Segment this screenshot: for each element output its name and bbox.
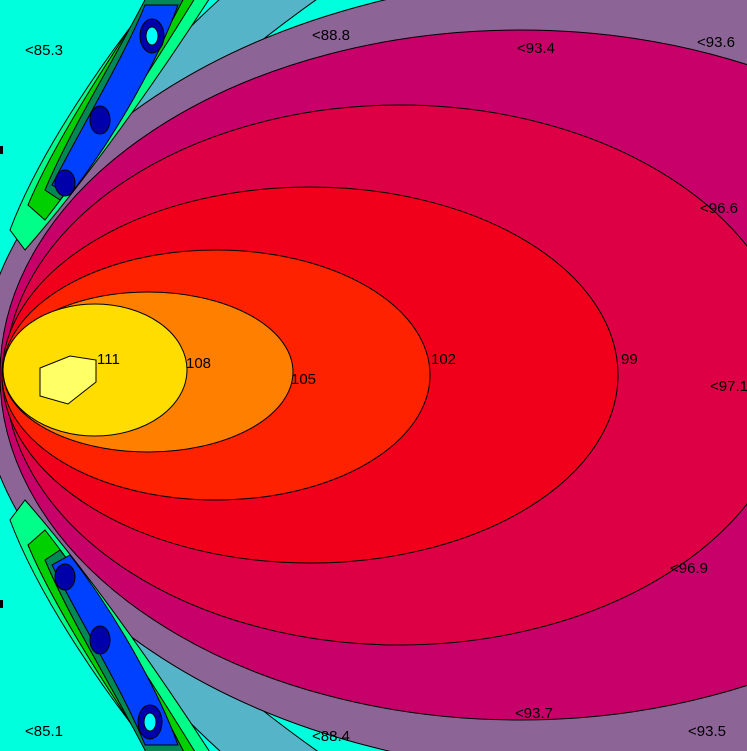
annotation-93-5: <93.5 bbox=[688, 723, 726, 740]
lobe-band-4-bottom bbox=[51, 554, 179, 746]
lobe-core-4 bbox=[145, 26, 159, 46]
contour-band-111 bbox=[39, 355, 97, 405]
annotation-88-4: <88.4 bbox=[312, 728, 350, 745]
lobe-band-4 bbox=[51, 4, 179, 196]
lobe-core-1 bbox=[54, 169, 76, 197]
upper-side-lobe bbox=[9, 0, 210, 251]
left-edge-tick bbox=[0, 146, 3, 154]
annotation-85-3: <85.3 bbox=[25, 42, 63, 59]
contour-label-105: 105 bbox=[291, 371, 316, 388]
annotation-96-9: <96.9 bbox=[670, 560, 708, 577]
contour-label-99: 99 bbox=[621, 351, 638, 368]
lobe-core-4-bottom bbox=[143, 712, 157, 732]
annotation-96-6: <96.6 bbox=[700, 200, 738, 217]
lobe-core-2 bbox=[89, 105, 111, 135]
left-edge-tick bbox=[0, 600, 3, 608]
annotation-97-1: <97.1 bbox=[710, 378, 747, 395]
lobe-core-2-bottom bbox=[89, 625, 111, 655]
annotation-88-8: <88.8 bbox=[312, 27, 350, 44]
annotation-85-1: <85.1 bbox=[25, 723, 63, 740]
contour-label-108: 108 bbox=[186, 355, 211, 372]
annotation-93-7: <93.7 bbox=[515, 705, 553, 722]
lobe-core-1-bottom bbox=[54, 563, 76, 591]
contour-label-102: 102 bbox=[431, 351, 456, 368]
annotation-93-4: <93.4 bbox=[517, 40, 555, 57]
lower-side-lobe bbox=[9, 499, 210, 751]
annotation-93-6: <93.6 bbox=[697, 34, 735, 51]
contour-label-111: 111 bbox=[97, 351, 120, 368]
